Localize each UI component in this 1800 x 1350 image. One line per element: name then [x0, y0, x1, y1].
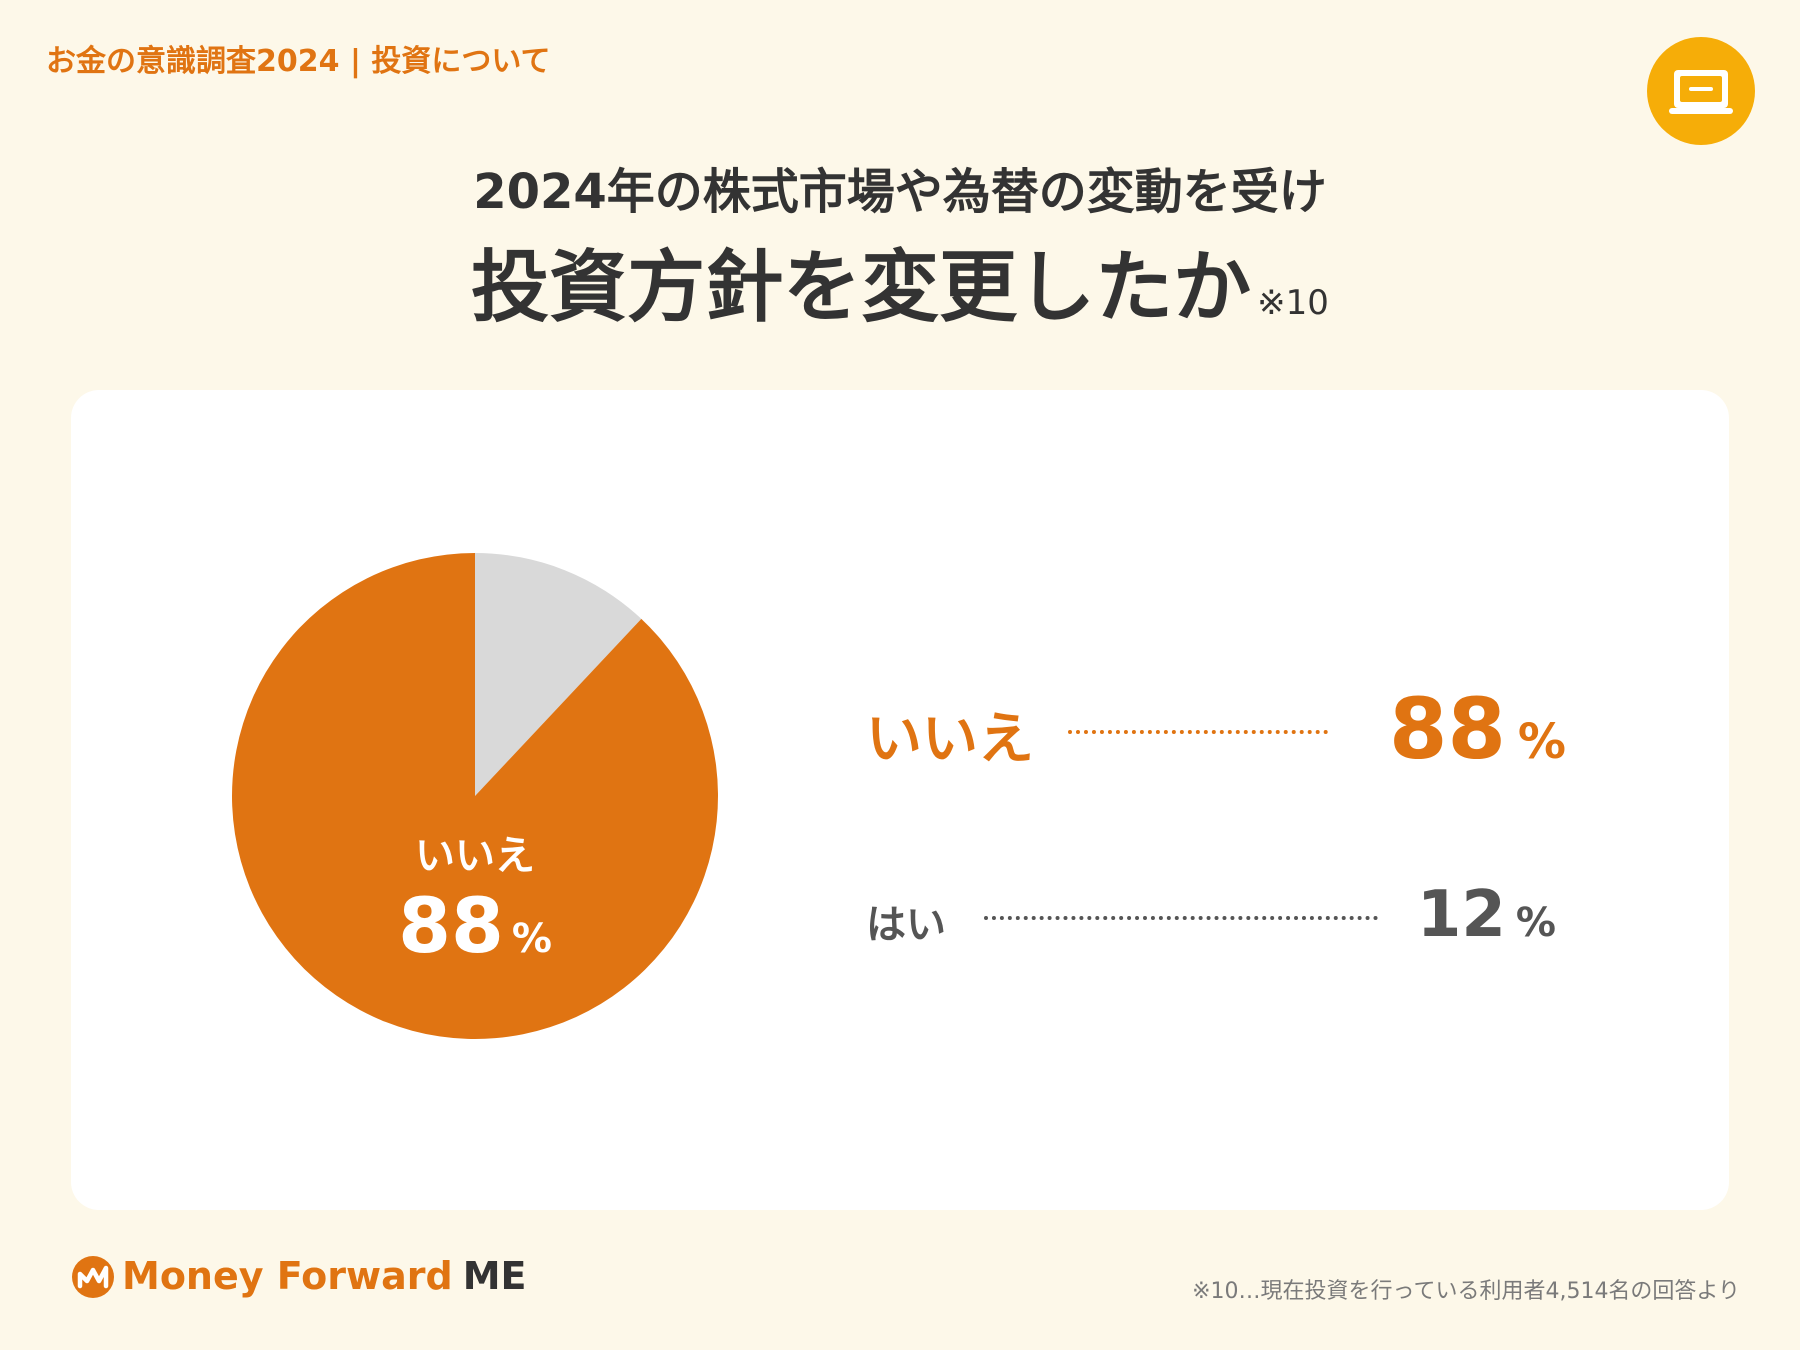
- footnote: ※10…現在投資を行っている利用者4,514名の回答より: [1192, 1279, 1740, 1304]
- pie-slice-no: [231, 553, 719, 1039]
- header-label: お金の意識調査2024 | 投資について: [46, 44, 551, 79]
- chart-subtitle: 2024年の株式市場や為替の変動を受け: [473, 164, 1327, 220]
- legend-item-no: いいえ 88%: [866, 680, 1566, 780]
- pie-chart: [231, 553, 719, 1039]
- screen-icon: [1669, 70, 1733, 114]
- legend-label-yes: はい: [866, 902, 946, 948]
- pie-slice-label-name: いいえ: [415, 833, 535, 879]
- legend-value-yes: 12%: [1417, 878, 1556, 952]
- pie-slice-label-unit: %: [511, 916, 552, 962]
- legend-value-no: 88%: [1389, 680, 1566, 778]
- title-note-ref: ※10: [1257, 283, 1329, 323]
- legend-leader-dots: [1068, 730, 1328, 734]
- brand-name-text: Money Forward: [122, 1254, 453, 1298]
- legend-value-yes-unit: %: [1515, 900, 1556, 946]
- pie-slice-label-value: 88: [398, 881, 504, 970]
- legend-value-no-number: 88: [1389, 680, 1506, 778]
- legend-leader-dots: [984, 916, 1378, 920]
- brand-suffix: ME: [462, 1254, 527, 1298]
- legend-value-yes-number: 12: [1416, 878, 1506, 952]
- header-badge: [1647, 37, 1755, 145]
- money-forward-logo-icon: [72, 1256, 114, 1298]
- pie-slice-label: いいえ 88%: [330, 832, 620, 972]
- pie-slice-yes: [475, 553, 642, 796]
- legend-item-yes: はい 12%: [866, 878, 1556, 958]
- legend-label-no: いいえ: [866, 707, 1034, 772]
- brand-name: Money Forward ME: [122, 1254, 526, 1298]
- chart-title: 投資方針を変更したか ※10: [0, 243, 1800, 333]
- chart-title-text: 投資方針を変更したか: [471, 243, 1252, 333]
- legend-value-no-unit: %: [1517, 714, 1566, 770]
